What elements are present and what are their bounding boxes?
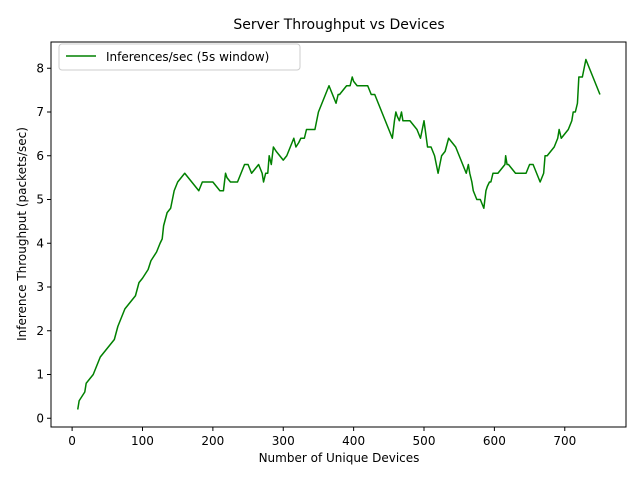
- y-tick-label: 8: [36, 61, 44, 75]
- plot-frame: [50, 41, 627, 428]
- y-tick-label: 7: [36, 105, 44, 119]
- y-tick-label: 3: [36, 280, 44, 294]
- x-axis-ticks: 0 100 200 300 400 500 600 700: [68, 427, 576, 448]
- y-tick-label: 5: [36, 193, 44, 207]
- chart-title: Server Throughput vs Devices: [233, 17, 444, 33]
- series-layer: [76, 58, 601, 410]
- x-tick-label: 300: [272, 434, 295, 448]
- y-axis-label: Inference Throughput (packets/sec): [15, 127, 29, 341]
- legend-label: Inferences/sec (5s window): [106, 50, 269, 64]
- y-tick-label: 4: [36, 236, 44, 250]
- y-tick-label: 0: [36, 411, 44, 425]
- y-axis-ticks: 0 1 2 3 4 5 6 7 8: [36, 61, 51, 425]
- y-tick-label: 6: [36, 149, 44, 163]
- x-tick-label: 0: [68, 434, 76, 448]
- x-tick-label: 500: [413, 434, 436, 448]
- y-tick-label: 2: [36, 324, 44, 338]
- x-tick-label: 400: [342, 434, 365, 448]
- x-tick-label: 100: [131, 434, 154, 448]
- y-tick-label: 1: [36, 368, 44, 382]
- legend: Inferences/sec (5s window): [58, 43, 301, 71]
- x-tick-label: 700: [553, 434, 576, 448]
- x-axis-label: Number of Unique Devices: [259, 451, 420, 465]
- series-line: [76, 58, 601, 410]
- x-tick-label: 600: [483, 434, 506, 448]
- x-tick-label: 200: [201, 434, 224, 448]
- legend-box: [58, 43, 301, 71]
